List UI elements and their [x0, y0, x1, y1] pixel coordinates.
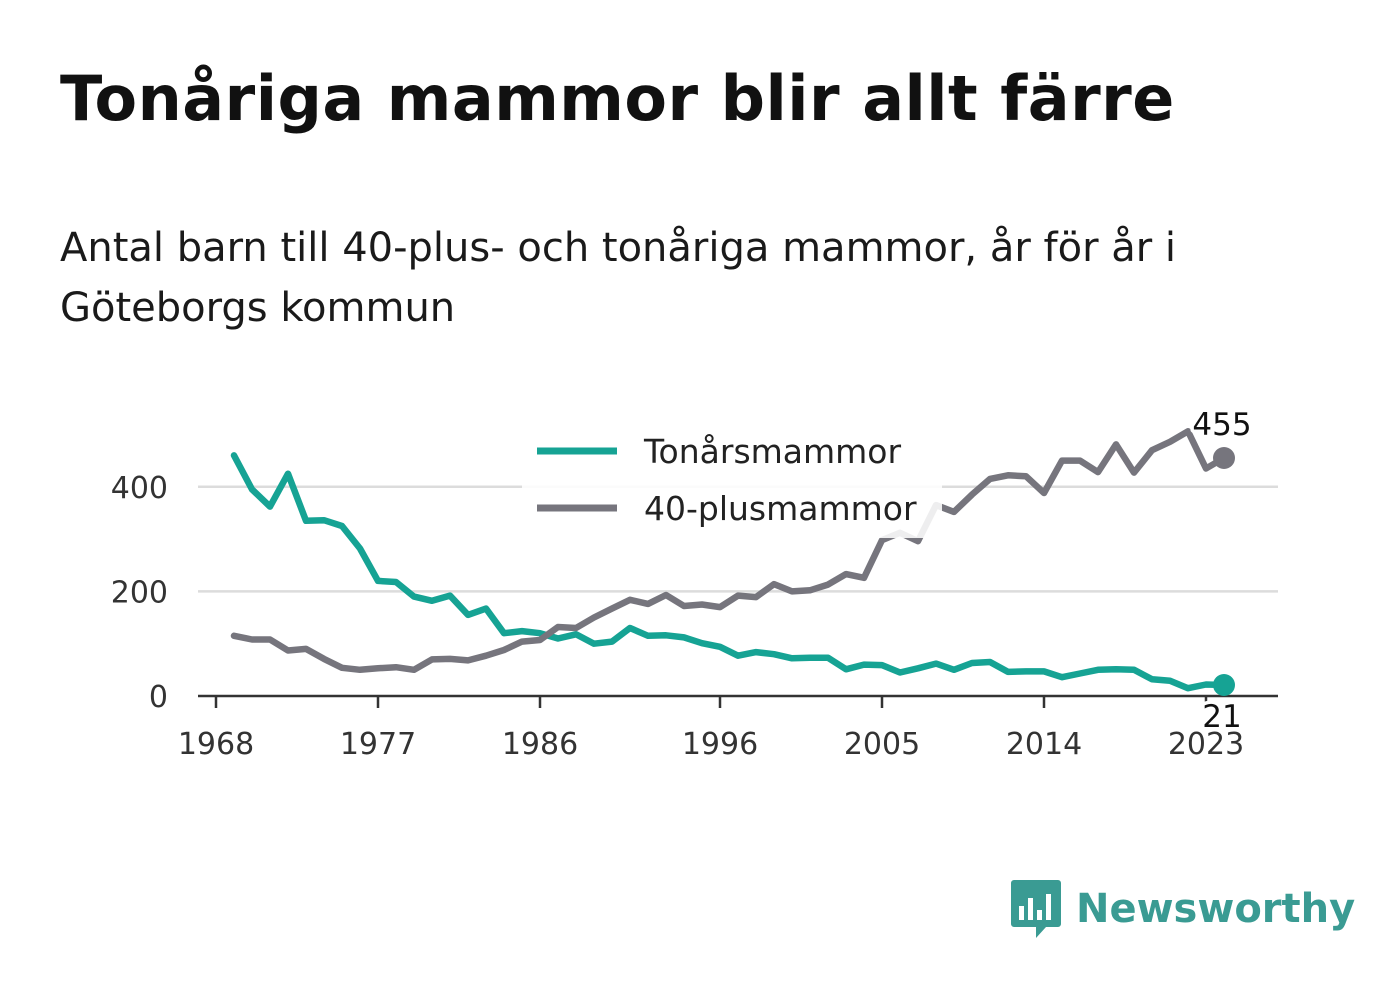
- newsworthy-logo: Newsworthy: [1010, 878, 1355, 940]
- x-tick-label: 2005: [844, 727, 920, 762]
- end-marker: [1213, 447, 1235, 469]
- x-tick-label: 2014: [1006, 727, 1082, 762]
- legend-background: [522, 428, 942, 538]
- series-lines: [230, 428, 1228, 692]
- series-line-40-plusmammor: [230, 428, 1228, 674]
- legend: Tonårsmammor 40-plusmammor: [522, 428, 942, 538]
- end-label: 21: [1202, 699, 1241, 735]
- axes: 0 200 400 1968 1977 1986 1996 2005 2014 2023: [111, 471, 1278, 762]
- x-tick-label: 1986: [502, 727, 578, 762]
- chart-subtitle: Antal barn till 40-plus- och tonåriga ma…: [60, 225, 1177, 331]
- end-label-halo: 455: [1192, 407, 1251, 443]
- x-tick-label: 2023: [1168, 727, 1244, 762]
- x-tick-label: 1977: [340, 727, 416, 762]
- y-tick-label: 200: [111, 575, 168, 610]
- x-tick-label: 1996: [682, 727, 758, 762]
- y-tick-label: 400: [111, 471, 168, 506]
- brand-name: Newsworthy: [1076, 886, 1356, 932]
- end-label: 455: [1192, 407, 1251, 443]
- end-label-halo: 21: [1202, 699, 1241, 735]
- legend-label: 40-plusmammor: [644, 489, 917, 528]
- bar-chart-speech-bubble-icon: [1011, 880, 1061, 938]
- x-tick-label: 1968: [178, 727, 254, 762]
- series-line-tonårsmammor: [230, 452, 1228, 692]
- chart-title: Tonåriga mammor blir allt färre: [60, 62, 1175, 135]
- end-marker: [1213, 674, 1235, 697]
- legend-label: Tonårsmammor: [643, 432, 901, 471]
- y-tick-label: 0: [149, 680, 168, 715]
